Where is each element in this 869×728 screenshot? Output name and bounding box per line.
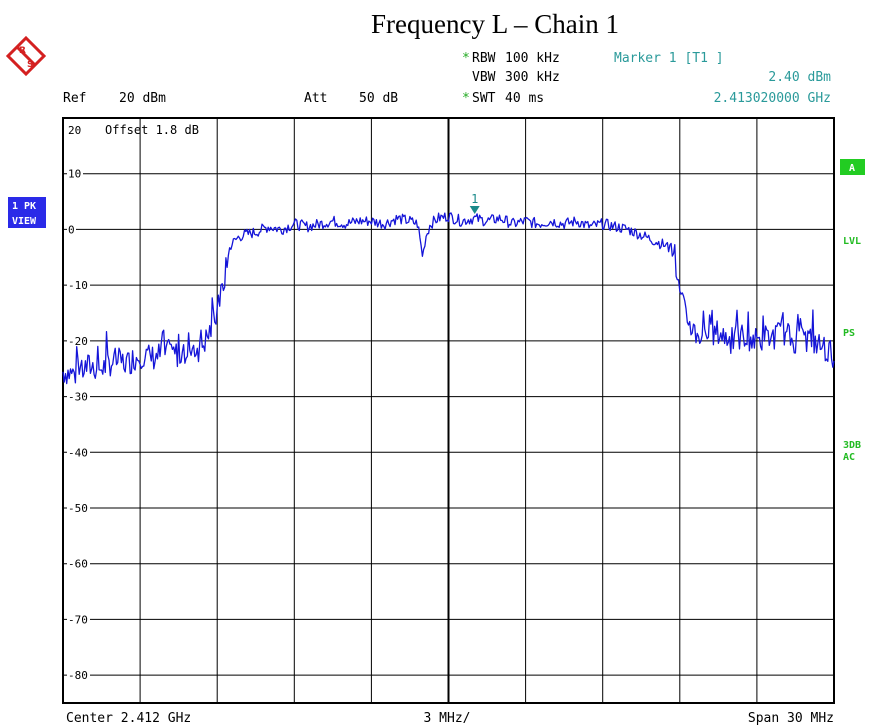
y-tick-label: -20 [68,335,88,348]
y-tick-label-bg [67,167,83,180]
y-tick-label: -30 [68,391,88,404]
y-tick-label-bg [67,502,90,514]
ref-value: 20 dBm [119,91,166,106]
y-tick-label: -50 [68,502,88,515]
att-value: 50 dB [359,91,398,106]
trace-view-label: VIEW [12,216,37,227]
spectrum-trace [62,212,835,385]
trace-mode-badge: 1 PK VIEW [8,197,46,228]
swt-value: 40 ms [505,91,544,106]
ref-label: Ref [63,91,86,106]
y-tick-label: 0 [68,223,75,236]
span-total: Span 30 MHz [748,711,834,726]
y-tick-label-bg [67,557,90,570]
y-tick-label-bg [67,223,76,236]
y-tick-labels: 20 10 0 -10 -20 -30 -40 -50 -60 -70 -80 [67,124,90,682]
y-tick-label: 10 [68,168,81,181]
marker-1: 1 [469,192,480,215]
status-ps: PS [843,328,855,339]
status-a-badge [840,159,865,175]
y-tick-label: -80 [68,669,88,682]
vbw-value: 300 kHz [505,70,560,85]
status-ac: AC [843,452,855,463]
grid [63,118,834,703]
marker-level: 2.40 dBm [768,70,831,85]
center-frequency: Center 2.412 GHz [66,711,191,726]
svg-text:S: S [27,60,33,70]
span-per-division: 3 MHz/ [424,711,471,726]
y-tick-label: -70 [68,613,88,626]
vbw-label: VBW [472,70,496,85]
y-tick-label: 20 [68,124,81,137]
trace-detector-label: 1 PK [12,201,36,212]
marker-frequency: 2.413020000 GHz [714,91,831,106]
offset-label: Offset 1.8 dB [105,123,199,137]
y-tick-label-bg [67,390,90,403]
rohde-schwarz-logo: R S [5,35,47,77]
y-tick-label-bg [67,279,90,292]
swt-star: * [462,91,470,106]
status-a-label: A [849,163,855,174]
rbw-star: * [462,51,470,66]
marker-number: 1 [471,192,478,206]
status-lvl: LVL [843,236,861,247]
y-tick-label: -40 [68,446,88,459]
swt-label: SWT [472,91,496,106]
chart-title: Frequency L – Chain 1 [371,9,619,39]
y-tick-label: -60 [68,558,88,571]
marker-label: Marker 1 [T1 ] [614,51,724,66]
svg-text:R: R [19,46,26,56]
y-tick-label-bg [67,669,90,682]
att-label: Att [304,91,327,106]
y-tick-label-bg [67,334,90,347]
y-tick-label-bg [67,613,90,626]
rbw-value: 100 kHz [505,51,560,66]
marker-triangle [469,206,480,215]
status-3db: 3DB [843,440,861,451]
rbw-label: RBW [472,51,496,66]
y-tick-label-bg [67,446,90,459]
y-tick-label: -10 [68,279,88,292]
